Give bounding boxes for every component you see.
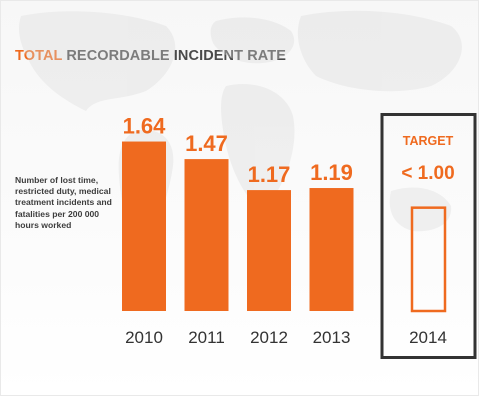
bar-2011 [184, 159, 229, 311]
target-bar [410, 206, 447, 313]
chart-title-accent: TOTAL [15, 48, 62, 64]
category-label-2012: 2012 [250, 328, 288, 347]
bar-series: 1.64 2010 1.47 2011 1.17 2012 1.19 2013 [122, 114, 354, 347]
target-value-label: < 1.00 [401, 163, 454, 184]
bar-value-label-2012: 1.17 [248, 162, 291, 187]
bar-2013 [309, 188, 354, 311]
category-label-2013: 2013 [313, 328, 351, 347]
chart-description: Number of lost time, restricted duty, me… [15, 175, 112, 230]
bar-2012 [247, 190, 291, 311]
target-category-label: 2014 [409, 328, 447, 347]
chart-title-rest: RECORDABLE INCIDENT RATE [66, 48, 286, 64]
world-map-background [18, 10, 462, 251]
target-label: TARGET [403, 134, 454, 148]
category-label-2010: 2010 [125, 328, 163, 347]
bar-value-label-2013: 1.19 [310, 160, 353, 185]
category-label-2011: 2011 [188, 328, 225, 347]
bar-2010 [122, 141, 166, 311]
bar-value-label-2010: 1.64 [123, 114, 167, 139]
bar-value-label-2011: 1.47 [185, 131, 228, 156]
chart-title: TOTAL RECORDABLE INCIDENT RATE [15, 48, 286, 64]
target-box [380, 113, 477, 359]
